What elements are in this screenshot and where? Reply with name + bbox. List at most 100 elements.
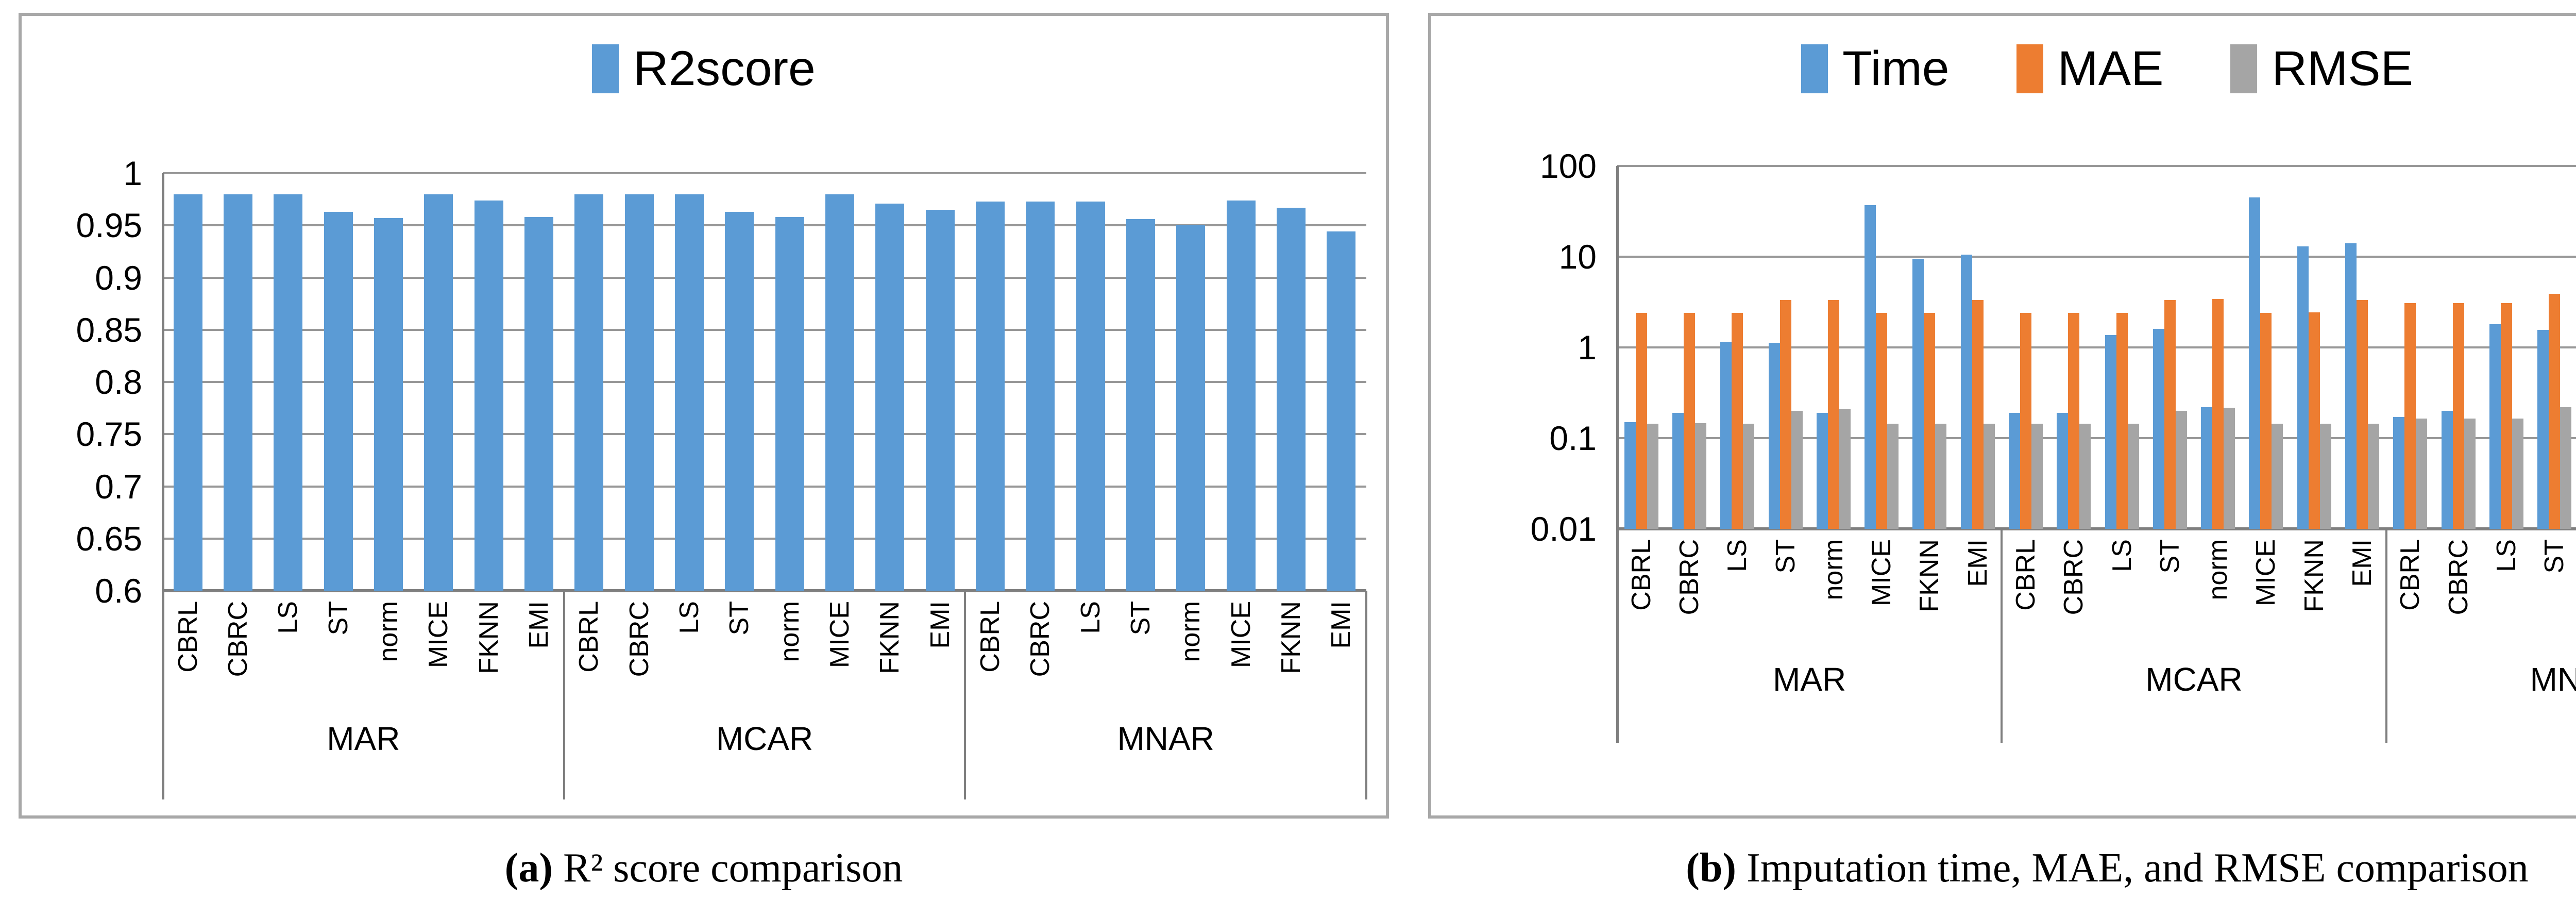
x-axis-line [163,589,1366,592]
bar-rmse-mar-fknn [1935,423,1947,529]
bar-r2score-mar-norm [374,218,403,591]
gridline-10 [1617,256,2576,258]
y-axis-line [1616,166,1619,743]
bar-time-mnar-cbrl [2393,417,2405,529]
caption-b: (b) Imputation time, MAE, and RMSE compa… [1428,845,2576,891]
bar-time-mnar-cbrc [2441,411,2453,529]
y-tick-label: 1 [123,154,142,192]
x-axis-label-text: CBRL [574,601,604,673]
bar-time-mar-norm [1816,412,1828,529]
mae-swatch-icon [2016,44,2043,93]
rmse-swatch-icon [2230,44,2258,93]
x-axis-label-cbrl: CBRL [170,601,206,673]
group-separator [2385,529,2387,743]
y-tick-label: 0.85 [76,310,142,349]
bar-rmse-mcar-st [2175,411,2187,529]
bar-mae-mcar-cbrc [2068,313,2080,529]
bar-time-mcar-mice [2249,197,2261,529]
y-tick-label: 0.6 [95,572,142,610]
bar-r2score-mnar-fknn [1277,207,1306,591]
legend-label-mae: MAE [2057,41,2164,96]
bar-time-mcar-fknn [2297,246,2309,529]
x-axis-label-cbrc: CBRC [220,601,256,677]
x-axis-label-fknn: FKNN [1911,539,1947,612]
bar-r2score-mcar-emi [925,209,955,591]
x-axis-label-cbrl: CBRL [972,601,1008,673]
x-axis-label-mice: MICE [420,601,456,668]
x-axis-label-text: FKNN [2299,539,2329,612]
x-axis-label-text: CBRC [2059,539,2089,615]
bar-time-mar-emi [1960,255,1972,529]
bar-r2score-mnar-ls [1076,201,1105,591]
bar-time-mnar-st [2537,329,2549,529]
x-axis-label-text: EMI [1962,539,1993,587]
x-axis-label-st: ST [721,601,757,635]
bar-rmse-mar-norm [1839,409,1851,529]
x-axis-label-text: ST [2539,539,2570,574]
y-tick-label: 0.1 [1549,419,1597,457]
y-tick-label: 10 [1558,238,1597,276]
legend-time-mae-rmse: Time MAE RMSE [1431,44,2576,93]
x-axis-label-norm: norm [772,601,808,662]
gridline-0.9 [163,276,1366,279]
gridline-100 [1617,165,2576,167]
x-axis-label-text: EMI [925,601,955,649]
bar-mae-mnar-cbrc [2452,303,2464,529]
x-axis-label-text: LS [1722,539,1753,572]
x-axis-label-norm: norm [1173,601,1209,662]
group-separator [162,591,164,799]
bar-r2score-mnar-emi [1327,231,1356,591]
bar-mae-mar-emi [1972,299,1984,529]
bar-time-mcar-norm [2201,407,2213,529]
y-axis-line [162,173,164,799]
x-axis-label-text: CBRL [975,601,1005,673]
gridline-0.95 [163,224,1366,227]
y-tick-label: 0.75 [76,415,142,454]
bar-mae-mar-fknn [1924,313,1936,529]
x-axis-label-emi: EMI [1323,601,1359,648]
bar-rmse-mar-cbrl [1647,423,1658,529]
x-axis-label-text: FKNN [1276,601,1306,674]
x-axis-label-cbrc: CBRC [2441,539,2477,615]
x-axis-label-emi: EMI [521,601,557,648]
y-tick-label: 0.65 [76,519,142,558]
gridline-0.65 [163,537,1366,540]
bar-r2score-mnar-mice [1226,200,1256,591]
group-label-mnar: MNAR [2530,661,2576,698]
bar-mae-mcar-st [2164,299,2176,529]
x-axis-label-fknn: FKNN [872,601,908,674]
bar-mae-mnar-st [2549,293,2561,529]
x-axis-label-cbrl: CBRL [1623,539,1659,611]
bar-mae-mcar-cbrl [2020,313,2031,529]
x-axis-label-fknn: FKNN [2296,539,2332,612]
x-axis-label-text: norm [374,601,403,662]
x-axis-label-text: norm [1176,601,1206,662]
y-tick-label: 100 [1539,147,1597,185]
bar-r2score-mcar-norm [775,217,804,591]
x-axis-label-text: EMI [2347,539,2378,587]
x-axis-label-text: LS [273,601,303,634]
bar-r2score-mar-emi [524,217,553,591]
y-tick-label: 0.01 [1530,510,1597,548]
bar-mae-mcar-norm [2212,299,2224,529]
x-axis-label-text: EMI [1326,601,1357,649]
x-axis-label-text: LS [2491,539,2521,572]
x-axis-label-mice: MICE [822,601,858,668]
legend-label-r2score: R2score [633,41,816,96]
x-axis-label-cbrc: CBRC [1671,539,1707,615]
bar-time-mar-cbrl [1624,422,1636,529]
x-axis-label-ls: LS [270,601,306,634]
bar-rmse-mcar-norm [2224,408,2235,529]
x-axis-label-text: ST [1126,601,1156,636]
x-axis-label-ls: LS [1719,539,1755,572]
bar-time-mar-mice [1865,205,1876,529]
bar-rmse-mcar-cbrc [2079,423,2091,529]
x-axis-label-text: CBRC [2443,539,2473,615]
bar-r2score-mcar-cbrl [574,194,604,591]
x-axis-label-st: ST [320,601,357,635]
x-axis-label-st: ST [2536,539,2572,573]
panel-r2-score-chart: R2score 1 0.95 0.9 0.85 0.8 0.75 0.7 0.65 0.6 CBR… [19,13,1389,819]
legend-r2: R2score [22,44,1386,93]
bar-time-mar-cbrc [1672,412,1684,529]
x-axis-label-norm: norm [2200,539,2236,600]
